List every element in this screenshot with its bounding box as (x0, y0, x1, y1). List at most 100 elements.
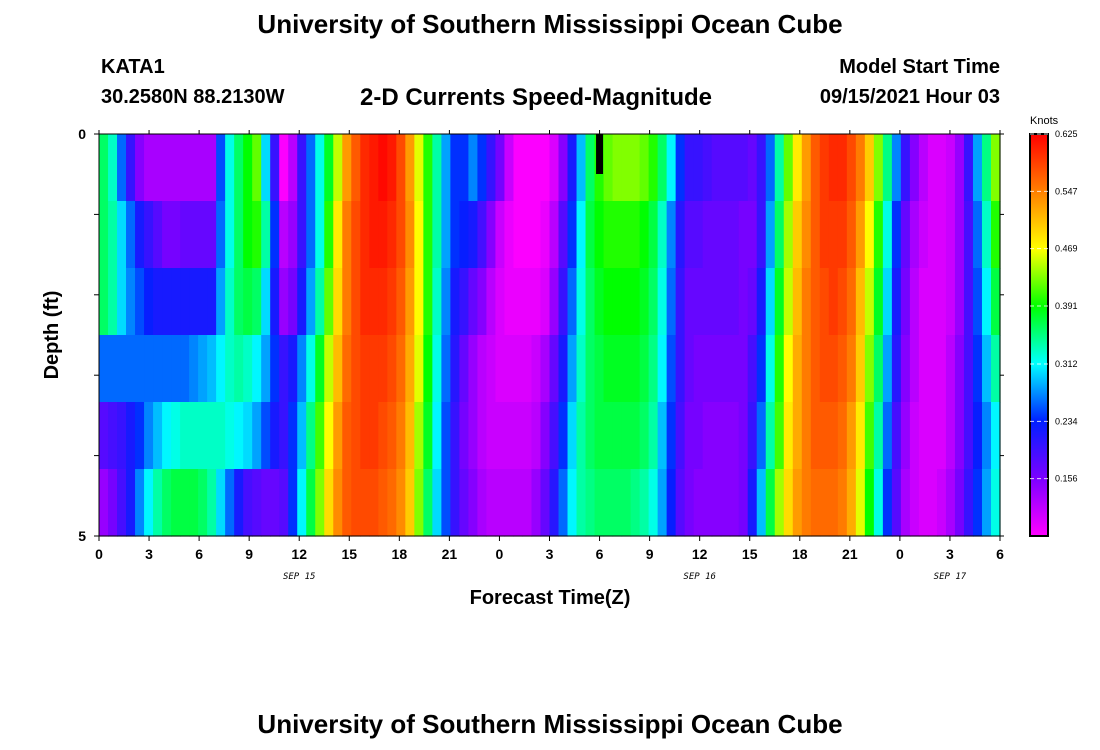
heat-cell (432, 335, 442, 403)
heat-cell (126, 134, 136, 202)
heat-cell (846, 335, 857, 403)
heat-cell (666, 335, 677, 403)
heat-cell (990, 268, 1001, 336)
heat-cell (954, 201, 965, 269)
heat-cell (540, 402, 551, 470)
heat-cell (828, 335, 839, 403)
heat-cell (702, 335, 713, 403)
heat-cell (882, 335, 893, 403)
heat-cell (162, 469, 172, 537)
heat-cell (567, 134, 578, 202)
x-tick-label: 3 (946, 546, 954, 562)
heat-cell (612, 134, 623, 202)
heat-cell (585, 201, 596, 269)
colorbar-tick-label: 0.469 (1055, 244, 1078, 254)
heat-cell (288, 268, 298, 336)
heat-cell (450, 201, 460, 269)
heat-cell (477, 469, 488, 537)
heat-cell (126, 201, 136, 269)
heat-cell (882, 469, 893, 537)
heat-cell (648, 402, 659, 470)
heat-cell (504, 335, 515, 403)
colorbar-gradient (1029, 133, 1049, 537)
heat-cell (216, 134, 226, 202)
heat-cell (108, 201, 118, 269)
model-start-value: 09/15/2021 Hour 03 (819, 86, 1000, 108)
heat-cell (603, 402, 614, 470)
heat-cell (963, 402, 974, 470)
heat-cell (720, 268, 731, 336)
x-tick-label: 21 (442, 546, 458, 562)
heat-cell (837, 402, 848, 470)
heat-cell (657, 469, 668, 537)
heat-cell (279, 134, 289, 202)
heat-cell (990, 201, 1001, 269)
heat-cell (324, 201, 334, 269)
heat-cell (189, 469, 199, 537)
heat-cell (972, 201, 983, 269)
heat-cell (837, 335, 848, 403)
heat-cell (270, 469, 280, 537)
heat-cell (846, 268, 857, 336)
heat-cell (531, 268, 542, 336)
heat-cell (405, 201, 415, 269)
heat-cell (819, 335, 830, 403)
heat-cell (351, 134, 361, 202)
heat-cell (450, 335, 460, 403)
heat-cell (279, 201, 289, 269)
heat-cell (486, 268, 497, 336)
x-tick-label: 15 (742, 546, 758, 562)
heat-cell (540, 335, 551, 403)
heat-cell (585, 268, 596, 336)
colorbar-tick-label: 0.234 (1055, 416, 1078, 426)
heat-cell (108, 335, 118, 403)
heat-cell (396, 134, 406, 202)
heat-cell (945, 469, 956, 537)
heatmap-cells (99, 134, 1001, 537)
heat-cell (360, 134, 370, 202)
heat-cell (567, 335, 578, 403)
x-tick-label: 3 (546, 546, 554, 562)
heat-cell (171, 201, 181, 269)
heat-cell (954, 134, 965, 202)
heat-cell (927, 469, 938, 537)
heat-cell (567, 469, 578, 537)
heat-cell (783, 335, 794, 403)
heat-cell (459, 134, 470, 202)
heat-cell (801, 201, 812, 269)
heat-cell (324, 335, 334, 403)
heat-cell (486, 201, 497, 269)
heat-cell (855, 201, 866, 269)
heat-cell (927, 402, 938, 470)
heat-cell (324, 268, 334, 336)
x-tick-label: 12 (291, 546, 307, 562)
heat-cell (198, 335, 208, 403)
heat-cell (522, 268, 533, 336)
heat-cell (576, 201, 587, 269)
heat-cell (459, 335, 470, 403)
heat-cell (702, 201, 713, 269)
heat-cell (486, 134, 497, 202)
x-tick-label: 3 (145, 546, 153, 562)
heat-cell (414, 201, 424, 269)
heat-cell (414, 268, 424, 336)
heat-cell (828, 201, 839, 269)
heat-cell (117, 201, 127, 269)
x-tick-label: 15 (341, 546, 357, 562)
heat-cell (963, 134, 974, 202)
heat-cell (558, 335, 569, 403)
heat-cell (594, 402, 605, 470)
heat-cell (774, 469, 785, 537)
heat-cell (423, 201, 433, 269)
heat-cell (396, 469, 406, 537)
x-tick-label: 6 (596, 546, 604, 562)
heat-cell (657, 201, 668, 269)
heat-cell (171, 335, 181, 403)
heat-cell (342, 402, 352, 470)
heat-cell (936, 469, 947, 537)
heat-cell (774, 402, 785, 470)
heat-cell (297, 402, 307, 470)
heat-cell (441, 469, 451, 537)
heat-cell (621, 469, 632, 537)
heat-cell (405, 134, 415, 202)
